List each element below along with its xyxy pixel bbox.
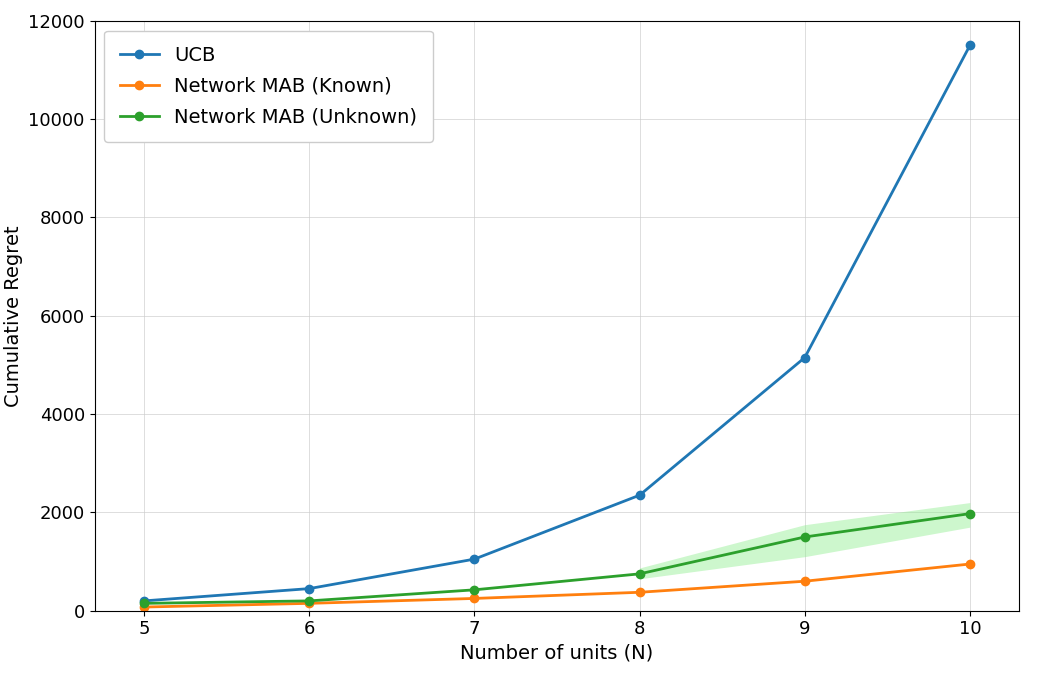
Line: Network MAB (Known): Network MAB (Known): [140, 560, 974, 611]
UCB: [799, 353, 811, 362]
Network MAB (Known): [964, 560, 976, 568]
UCB: [634, 491, 646, 500]
Network MAB (Known): [799, 577, 811, 586]
Network MAB (Known): [468, 594, 480, 602]
Network MAB (Unknown): [799, 533, 811, 541]
Network MAB (Unknown): [303, 597, 315, 605]
UCB: [138, 597, 150, 605]
Line: Network MAB (Unknown): Network MAB (Unknown): [140, 509, 974, 607]
Network MAB (Unknown): [468, 586, 480, 594]
UCB: [303, 584, 315, 593]
UCB: [964, 41, 976, 49]
Network MAB (Unknown): [634, 570, 646, 578]
Line: UCB: UCB: [140, 41, 974, 605]
X-axis label: Number of units (N): Number of units (N): [460, 644, 654, 663]
Network MAB (Known): [634, 588, 646, 596]
UCB: [468, 555, 480, 564]
Legend: UCB, Network MAB (Known), Network MAB (Unknown): UCB, Network MAB (Known), Network MAB (U…: [104, 31, 433, 142]
Y-axis label: Cumulative Regret: Cumulative Regret: [4, 225, 23, 407]
Network MAB (Known): [138, 603, 150, 611]
Network MAB (Known): [303, 599, 315, 607]
Network MAB (Unknown): [964, 509, 976, 518]
Network MAB (Unknown): [138, 599, 150, 607]
